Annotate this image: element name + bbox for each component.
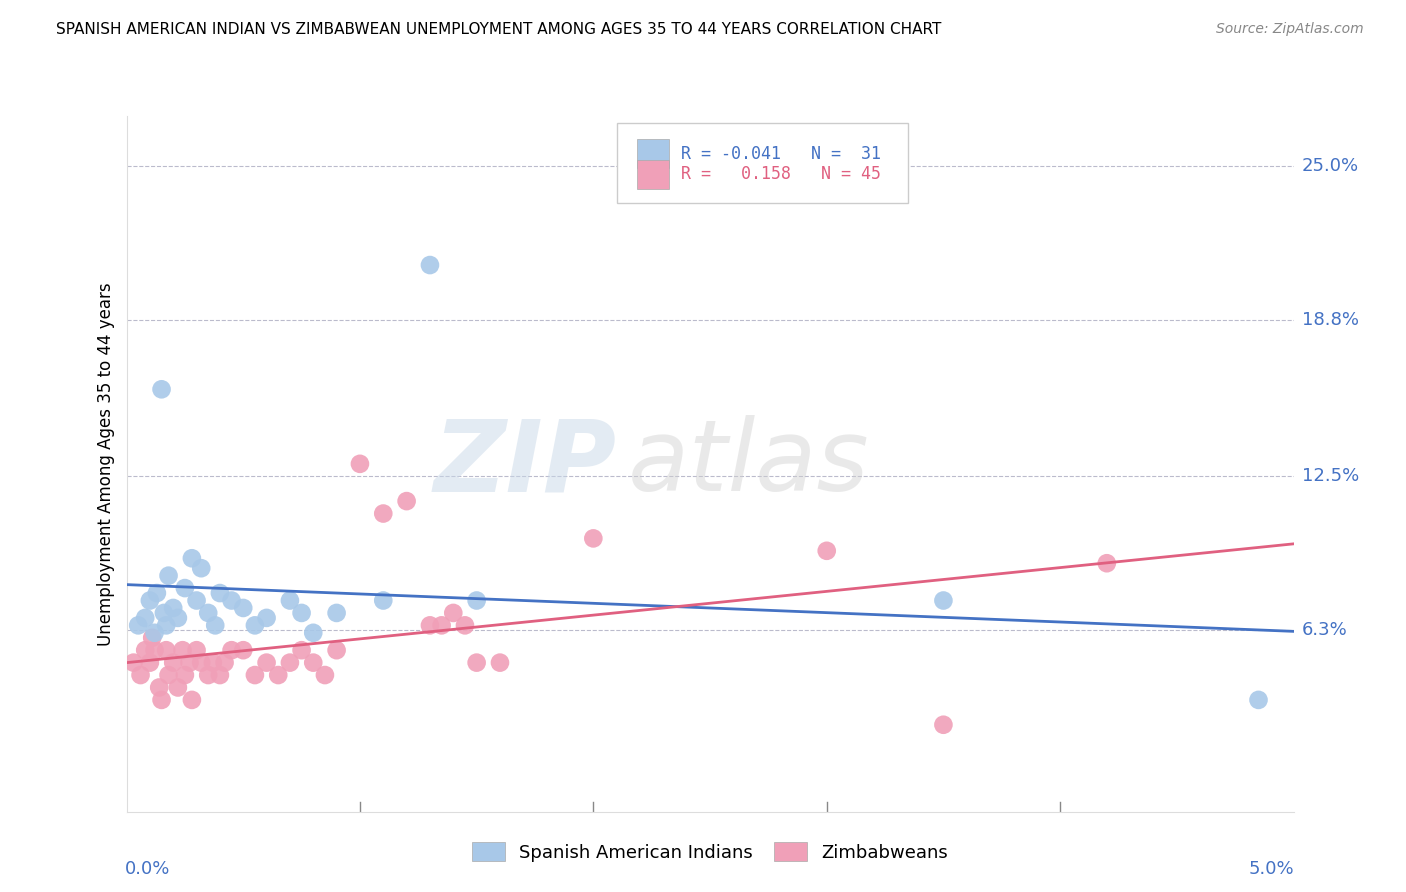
Point (419, 618, 441, 632)
Point (172, 643, 194, 657)
Text: 18.8%: 18.8% (1302, 310, 1358, 329)
Point (139, 593, 162, 607)
Point (489, 656, 512, 670)
Point (1247, 693, 1270, 707)
Point (174, 581, 197, 595)
Text: Source: ZipAtlas.com: Source: ZipAtlas.com (1216, 22, 1364, 37)
Point (155, 618, 177, 632)
Point (162, 601, 184, 615)
FancyBboxPatch shape (637, 160, 669, 189)
Point (256, 611, 278, 625)
Point (141, 631, 163, 645)
Point (197, 606, 219, 620)
Text: R =   0.158   N = 45: R = 0.158 N = 45 (681, 165, 880, 184)
Point (314, 668, 336, 682)
Point (201, 656, 224, 670)
Point (162, 656, 184, 670)
Point (419, 258, 441, 272)
Y-axis label: Unemployment Among Ages 35 to 44 years: Unemployment Among Ages 35 to 44 years (97, 282, 115, 646)
FancyBboxPatch shape (637, 139, 669, 169)
Legend: Spanish American Indians, Zimbabweans: Spanish American Indians, Zimbabweans (465, 835, 955, 869)
Point (815, 544, 838, 558)
Point (143, 643, 166, 657)
Text: R = -0.041   N =  31: R = -0.041 N = 31 (681, 145, 880, 162)
Point (155, 643, 177, 657)
Point (290, 606, 312, 620)
Point (221, 643, 243, 657)
Text: SPANISH AMERICAN INDIAN VS ZIMBABWEAN UNEMPLOYMENT AMONG AGES 35 TO 44 YEARS COR: SPANISH AMERICAN INDIAN VS ZIMBABWEAN UN… (56, 22, 942, 37)
Point (290, 643, 312, 657)
Point (465, 656, 488, 670)
Point (243, 668, 266, 682)
Point (167, 681, 190, 695)
Point (465, 593, 488, 607)
Point (373, 507, 395, 521)
Point (208, 668, 231, 682)
Point (190, 656, 212, 670)
Point (221, 593, 243, 607)
Text: ZIP: ZIP (433, 416, 617, 512)
FancyBboxPatch shape (617, 123, 908, 203)
Point (148, 681, 170, 695)
Point (186, 643, 208, 657)
Point (180, 693, 202, 707)
Point (243, 618, 266, 632)
Point (122, 656, 145, 670)
Point (441, 606, 464, 620)
Point (134, 611, 156, 625)
Point (197, 668, 219, 682)
Point (127, 618, 149, 632)
Point (143, 625, 166, 640)
Point (232, 643, 254, 657)
Text: 12.5%: 12.5% (1302, 467, 1360, 485)
Point (302, 656, 325, 670)
Point (190, 561, 212, 575)
Point (256, 656, 278, 670)
Point (454, 618, 477, 632)
Point (208, 586, 231, 600)
Point (150, 693, 173, 707)
Point (139, 656, 162, 670)
Point (214, 656, 236, 670)
Point (167, 611, 190, 625)
Point (325, 643, 347, 657)
Point (232, 601, 254, 615)
Point (204, 618, 226, 632)
Point (157, 668, 180, 682)
Point (395, 494, 418, 508)
Point (153, 606, 176, 620)
Point (1095, 556, 1118, 570)
Point (932, 593, 955, 607)
Point (186, 593, 208, 607)
Point (278, 593, 301, 607)
Point (179, 656, 201, 670)
Point (150, 382, 173, 396)
Point (267, 668, 290, 682)
Point (180, 551, 202, 566)
Point (129, 668, 152, 682)
Point (157, 568, 180, 582)
Point (278, 656, 301, 670)
Point (349, 457, 371, 471)
Text: 25.0%: 25.0% (1302, 157, 1360, 175)
Point (373, 593, 395, 607)
Point (134, 643, 156, 657)
Text: 6.3%: 6.3% (1302, 622, 1347, 640)
Point (325, 606, 347, 620)
Text: 5.0%: 5.0% (1249, 861, 1295, 879)
Point (302, 625, 325, 640)
Point (146, 586, 169, 600)
Text: 0.0%: 0.0% (125, 861, 170, 879)
Point (174, 668, 197, 682)
Point (932, 717, 955, 731)
Point (582, 532, 605, 546)
Point (430, 618, 453, 632)
Text: atlas: atlas (628, 416, 870, 512)
